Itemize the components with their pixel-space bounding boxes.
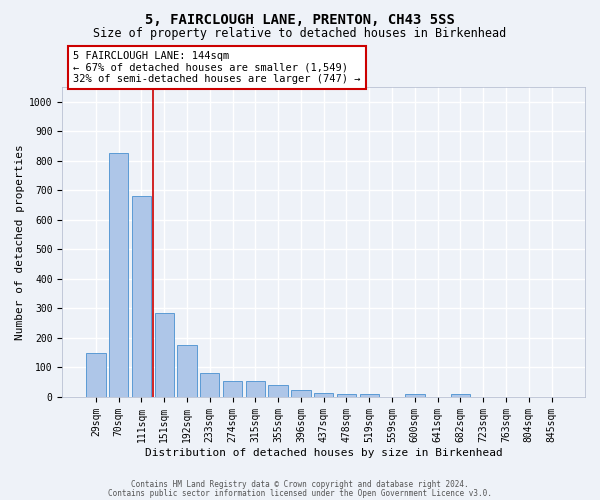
Bar [291,390,311,397]
Bar [223,380,242,397]
Bar [245,380,265,397]
X-axis label: Distribution of detached houses by size in Birkenhead: Distribution of detached houses by size … [145,448,503,458]
Bar [337,394,356,397]
Bar [200,374,220,397]
Text: 5 FAIRCLOUGH LANE: 144sqm
← 67% of detached houses are smaller (1,549)
32% of se: 5 FAIRCLOUGH LANE: 144sqm ← 67% of detac… [73,51,361,84]
Bar [314,394,334,397]
Bar [155,314,174,397]
Text: 5, FAIRCLOUGH LANE, PRENTON, CH43 5SS: 5, FAIRCLOUGH LANE, PRENTON, CH43 5SS [145,12,455,26]
Bar [132,196,151,397]
Y-axis label: Number of detached properties: Number of detached properties [15,144,25,340]
Bar [359,394,379,397]
Text: Contains HM Land Registry data © Crown copyright and database right 2024.: Contains HM Land Registry data © Crown c… [131,480,469,489]
Bar [109,154,128,397]
Text: Size of property relative to detached houses in Birkenhead: Size of property relative to detached ho… [94,28,506,40]
Text: Contains public sector information licensed under the Open Government Licence v3: Contains public sector information licen… [108,488,492,498]
Bar [268,384,288,397]
Bar [86,352,106,397]
Bar [177,346,197,397]
Bar [405,394,425,397]
Bar [451,394,470,397]
